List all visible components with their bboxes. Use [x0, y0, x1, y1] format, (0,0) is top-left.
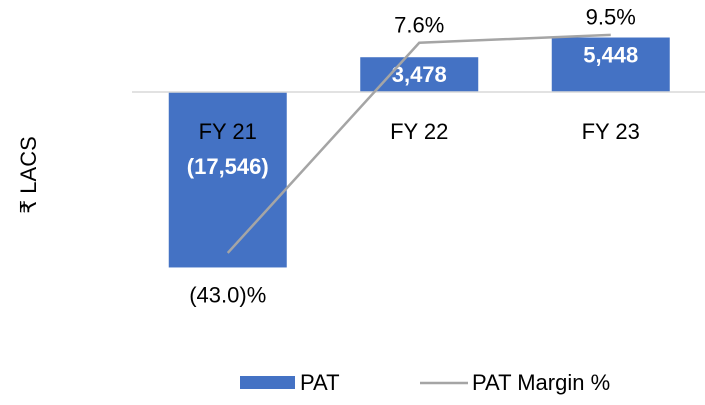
legend-swatch: [240, 376, 295, 389]
bar-value-label: 5,448: [583, 42, 638, 67]
legend-label: PAT: [300, 370, 340, 395]
line-value-label: 9.5%: [586, 5, 636, 30]
legend-label: PAT Margin %: [472, 370, 610, 395]
bar-value-label: (17,546): [187, 154, 269, 179]
line-value-label: 7.6%: [394, 13, 444, 38]
y-axis-label: ₹ LACS: [16, 136, 41, 214]
x-tick-label: FY 23: [582, 119, 640, 144]
x-tick-label: FY 22: [390, 119, 448, 144]
x-tick-label: FY 21: [199, 119, 257, 144]
line: [226, 33, 611, 254]
line-value-label: (43.0)%: [189, 283, 266, 308]
bar: [168, 92, 287, 268]
bar: [551, 37, 670, 92]
bar-value-label: 3,478: [392, 62, 447, 87]
